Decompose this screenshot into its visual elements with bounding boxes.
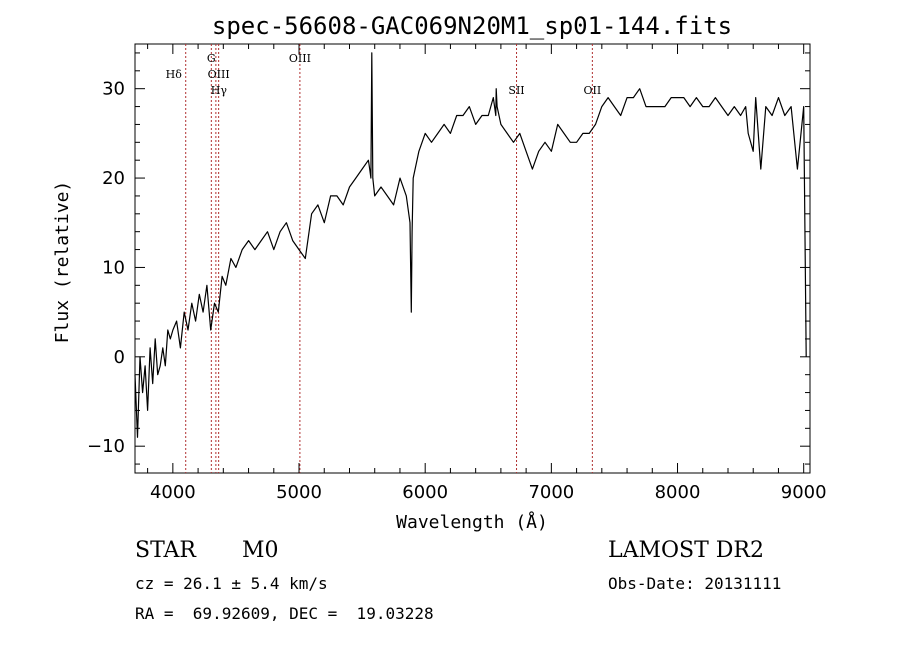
x-tick-label: 9000 [781, 482, 827, 503]
x-tick-label: 6000 [402, 482, 448, 503]
plot-frame [134, 43, 811, 474]
y-tick-label: 10 [102, 257, 125, 278]
coordinates: RA = 69.92609, DEC = 19.03228 [135, 604, 434, 623]
spectral-line-label: OIII [289, 52, 311, 65]
redshift-value: cz = 26.1 ± 5.4 km/s [135, 574, 328, 593]
y-tick-label: −10 [87, 436, 125, 457]
x-tick-label: 7000 [528, 482, 574, 503]
survey-name: LAMOST DR2 [608, 538, 764, 563]
spectral-line-label: OIII [208, 68, 230, 81]
x-tick-label: 5000 [276, 482, 322, 503]
spectral-line-label: Hγ [211, 84, 228, 97]
spectral-line-label: Hδ [166, 68, 183, 81]
spectral-line-label: G [207, 52, 216, 65]
x-axis: 4000 5000 6000 7000 8000 9000 [147, 44, 827, 503]
y-tick-label: 20 [102, 168, 125, 189]
flux-series-line [134, 52, 807, 438]
object-type: STAR [135, 538, 196, 563]
object-subclass: M0 [242, 538, 279, 563]
x-tick-label: 4000 [150, 482, 196, 503]
y-axis-label: Flux (relative) [52, 181, 73, 344]
chart-title: spec-56608-GAC069N20M1_sp01-144.fits [212, 12, 732, 40]
observation-date: Obs-Date: 20131111 [608, 574, 782, 593]
y-tick-label: 0 [114, 347, 125, 368]
spectral-line-label: OII [584, 84, 602, 97]
x-axis-label: Wavelength (Å) [396, 511, 548, 533]
series-group [134, 52, 807, 438]
spectral-line-markers: Hδ G OIII Hγ OIII SII OII [166, 44, 602, 473]
x-tick-label: 8000 [655, 482, 701, 503]
y-axis: −10 0 10 20 30 [87, 52, 810, 465]
y-tick-label: 30 [102, 79, 125, 100]
spectral-line-label: SII [508, 84, 524, 97]
